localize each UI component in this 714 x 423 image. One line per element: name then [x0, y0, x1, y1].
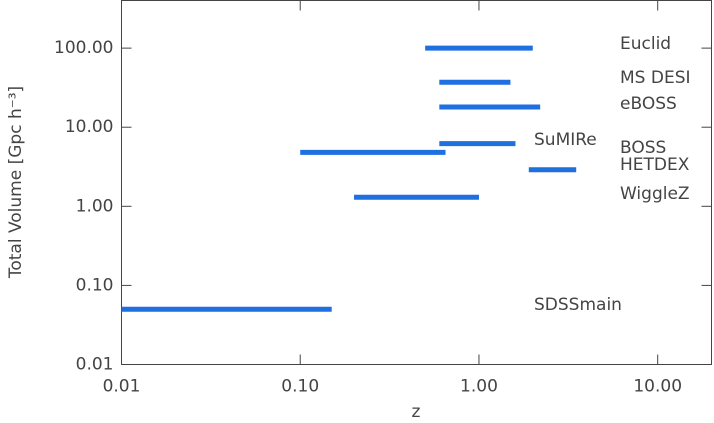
y-tick-label: 10.00 — [65, 117, 114, 137]
survey-label: Euclid — [620, 34, 671, 54]
x-tick-label: 0.01 — [103, 377, 141, 397]
survey-label: BOSS — [620, 138, 666, 158]
y-tick-label: 100.00 — [54, 38, 113, 58]
survey-label: SuMIRe — [534, 130, 597, 150]
survey-label: eBOSS — [620, 94, 677, 114]
x-tick-label: 10.00 — [633, 377, 682, 397]
y-tick-label: 1.00 — [76, 196, 114, 216]
y-axis-label: Total Volume [Gpc h⁻³] — [6, 86, 26, 279]
survey-label: SDSSmain — [534, 295, 622, 315]
x-axis-label: z — [412, 402, 421, 422]
survey-label: HETDEX — [620, 155, 690, 175]
survey-label: MS DESI — [620, 68, 691, 88]
y-tick-label: 0.01 — [76, 355, 114, 375]
x-tick-label: 0.10 — [281, 377, 319, 397]
x-tick-label: 1.00 — [460, 377, 498, 397]
survey-label: WiggleZ — [620, 184, 690, 204]
plot-frame — [121, 0, 712, 365]
y-tick-label: 0.10 — [76, 275, 114, 295]
